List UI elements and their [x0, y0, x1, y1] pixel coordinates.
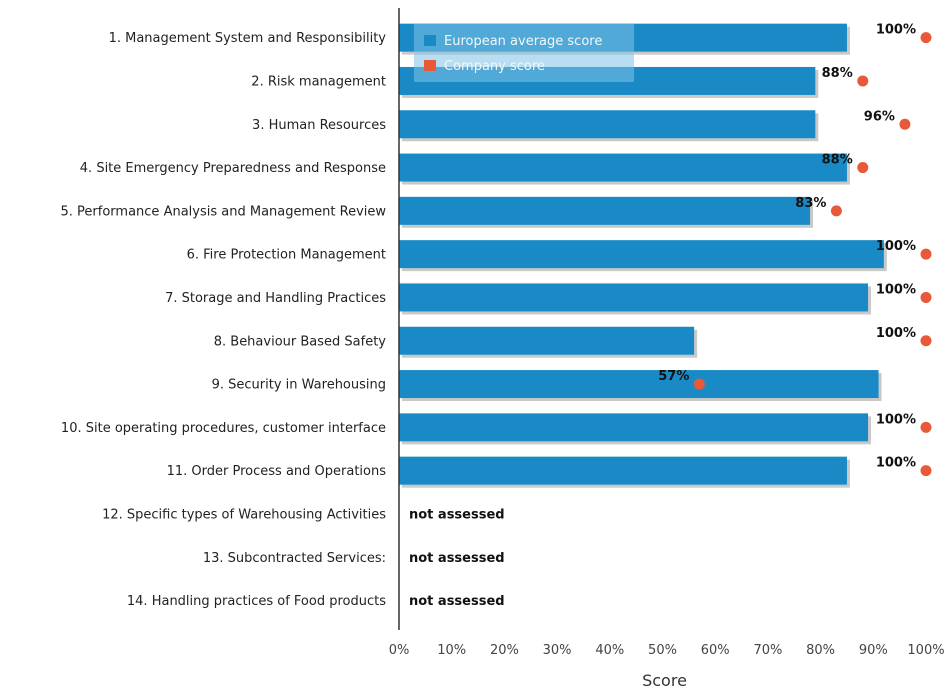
x-tick-label: 60%: [701, 643, 730, 658]
company-score-label: 100%: [876, 412, 916, 427]
company-score-label: 57%: [658, 369, 689, 384]
category-label: 6. Fire Protection Management: [187, 248, 386, 263]
company-score-label: 88%: [822, 153, 853, 168]
company-score-label: 100%: [876, 282, 916, 297]
company-score-point: [920, 248, 932, 260]
bar-european-average: [399, 456, 847, 485]
company-score-label: 96%: [864, 109, 895, 124]
category-label: 9. Security in Warehousing: [212, 378, 386, 393]
not-assessed-label: not assessed: [409, 507, 505, 522]
legend-swatch-company: [424, 60, 436, 71]
x-tick-label: 0%: [389, 643, 410, 658]
company-score-label: 100%: [876, 456, 916, 471]
x-axis-title: Score: [642, 671, 687, 690]
company-score-point: [920, 421, 932, 433]
bar-european-average: [399, 153, 847, 182]
category-label: 5. Performance Analysis and Management R…: [61, 204, 387, 219]
category-label: 1. Management System and Responsibility: [109, 31, 387, 46]
category-label: 8. Behaviour Based Safety: [214, 334, 387, 349]
category-label: 10. Site operating procedures, customer …: [61, 421, 386, 436]
x-tick-label: 90%: [859, 643, 888, 658]
bar-european-average: [399, 413, 869, 442]
category-label: 12. Specific types of Warehousing Activi…: [102, 507, 386, 522]
x-tick-labels-layer: 0% 10% 20% 30% 40% 50% 60% 70% 80% 90% 100%: [389, 643, 945, 658]
company-score-point: [693, 378, 705, 390]
x-tick-label: 100%: [907, 643, 944, 658]
company-score-label: 100%: [876, 239, 916, 254]
x-tick-label: 30%: [543, 643, 572, 658]
company-score-point: [920, 465, 932, 477]
x-tick-label: 40%: [595, 643, 624, 658]
category-label: 2. Risk management: [251, 74, 386, 89]
company-score-label: 100%: [876, 326, 916, 341]
category-label: 14. Handling practices of Food products: [127, 594, 386, 609]
category-label: 7. Storage and Handling Practices: [165, 291, 386, 306]
bar-european-average: [399, 370, 879, 399]
bar-european-average: [399, 110, 816, 139]
x-tick-label: 70%: [753, 643, 782, 658]
company-score-point: [920, 291, 932, 303]
company-score-label: 100%: [876, 23, 916, 38]
category-label: 11. Order Process and Operations: [167, 464, 387, 479]
company-score-label: 88%: [822, 66, 853, 81]
company-points-layer: 100% 88% 96% 88% 83% 100% 100% 100% 57% 100% 100%: [658, 23, 932, 477]
legend-swatch-european: [424, 35, 436, 46]
legend: European average score Company score: [414, 24, 634, 82]
legend-label-company: Company score: [444, 59, 545, 74]
category-label: 3. Human Resources: [252, 118, 386, 133]
bars-layer: [399, 23, 887, 488]
not-assessed-label: not assessed: [409, 594, 505, 609]
legend-label-european: European average score: [444, 34, 602, 49]
category-label: 13. Subcontracted Services:: [203, 551, 386, 566]
bar-european-average: [399, 240, 884, 269]
company-score-point: [920, 32, 932, 44]
x-tick-label: 80%: [806, 643, 835, 658]
company-score-point: [830, 205, 842, 217]
company-score-point: [857, 75, 869, 87]
company-score-point: [899, 118, 911, 130]
x-tick-label: 10%: [437, 643, 466, 658]
company-score-label: 83%: [795, 196, 826, 211]
legend-background: [414, 24, 634, 82]
not-assessed-label: not assessed: [409, 551, 505, 566]
bar-european-average: [399, 196, 811, 225]
company-score-point: [857, 162, 869, 174]
x-tick-label: 20%: [490, 643, 519, 658]
bar-european-average: [399, 283, 869, 312]
x-tick-label: 50%: [648, 643, 677, 658]
category-label: 4. Site Emergency Preparedness and Respo…: [80, 161, 386, 176]
category-labels-layer: 1. Management System and Responsibility 2…: [61, 31, 505, 609]
company-score-point: [920, 335, 932, 347]
bar-european-average: [399, 326, 695, 355]
